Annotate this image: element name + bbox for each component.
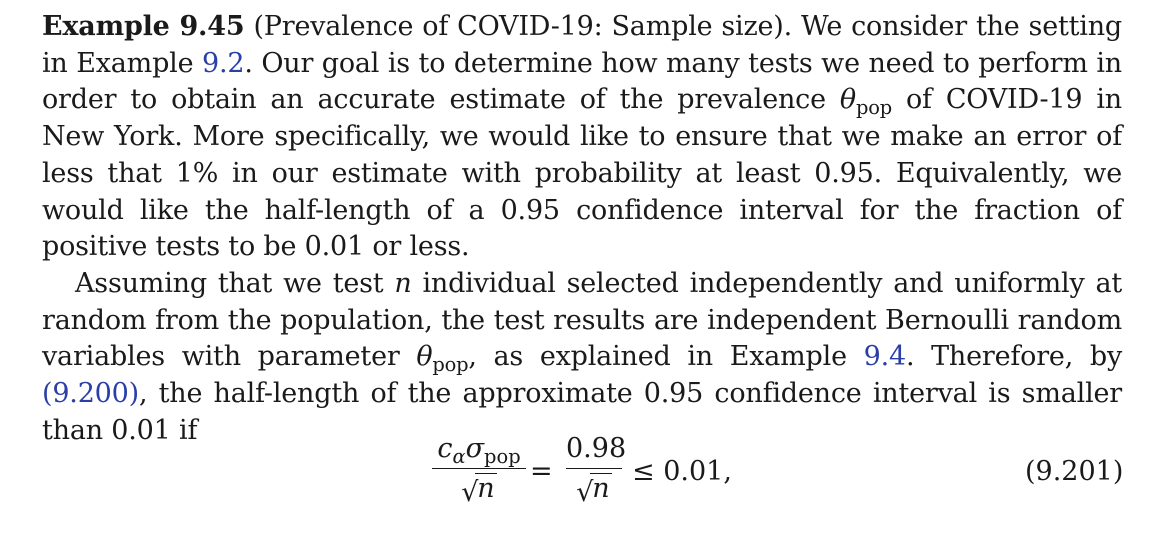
equals-sign: = bbox=[530, 456, 553, 487]
example-label: Example 9.45 bbox=[42, 11, 245, 42]
fraction-right-denominator: √ n bbox=[566, 469, 622, 508]
sqrt-symbol: √ bbox=[461, 477, 479, 508]
example-paragraph-1: Example 9.45 (Prevalence of COVID-19: Sa… bbox=[42, 11, 1122, 263]
fraction-right: 0.98 √ n bbox=[566, 432, 627, 508]
display-equation: cασpop √ n = 0.98 √ n ≤ 0.01, (9.201) bbox=[0, 432, 1175, 522]
inequality-rhs: ≤ 0.01, bbox=[632, 456, 732, 487]
ref-equation-9-200[interactable]: (9.200) bbox=[42, 378, 139, 410]
ref-example-9-2[interactable]: 9.2 bbox=[201, 47, 245, 79]
example-title: (Prevalence of COVID-19: Sample size). bbox=[253, 11, 793, 42]
fraction-left-denominator: √ n bbox=[432, 469, 526, 508]
fraction-left: cασpop √ n bbox=[432, 432, 526, 508]
equation-number: (9.201) bbox=[1025, 456, 1124, 487]
fraction-left-numerator: cασpop bbox=[437, 433, 521, 469]
example-paragraph-2: Assuming that we test n individual selec… bbox=[42, 268, 1122, 446]
fraction-bar bbox=[566, 468, 622, 469]
fraction-right-numerator: 0.98 bbox=[566, 433, 627, 464]
fraction-bar bbox=[432, 468, 526, 469]
ref-example-9-4[interactable]: 9.4 bbox=[863, 341, 907, 373]
sqrt-symbol: √ bbox=[576, 477, 594, 508]
